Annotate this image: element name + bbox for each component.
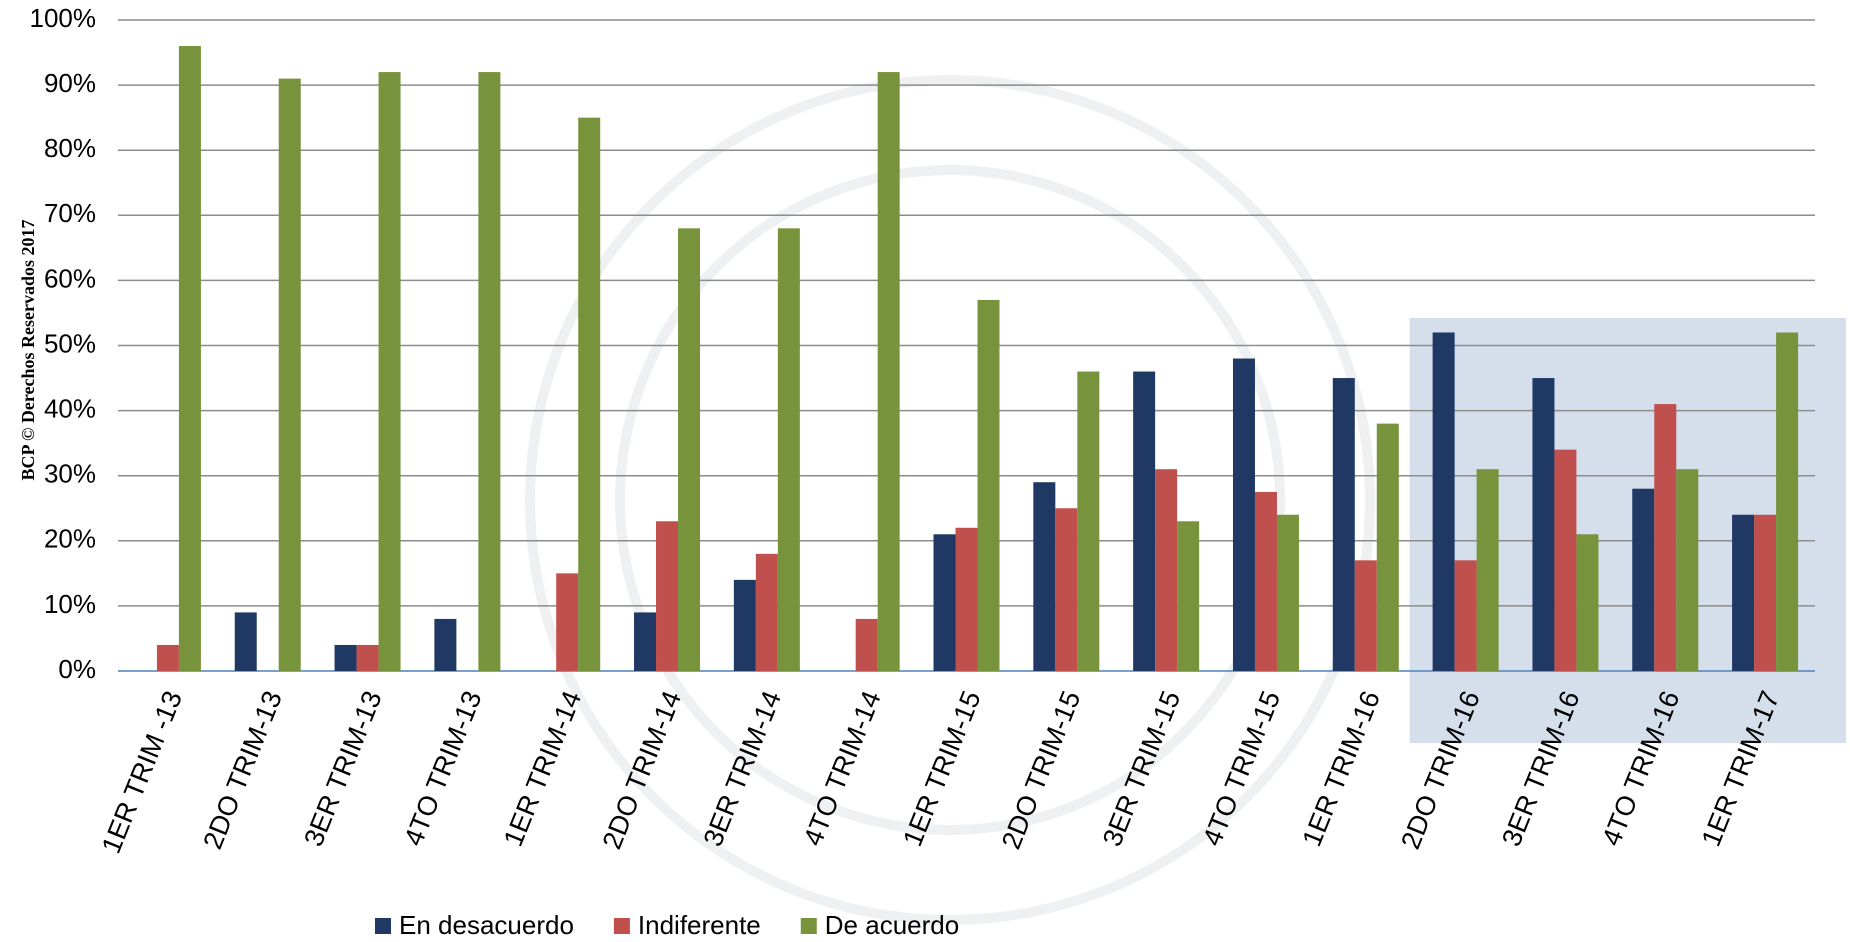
bar xyxy=(334,644,357,671)
x-tick-label: 1ER TRIM-14 xyxy=(498,687,587,851)
y-tick-label: 80% xyxy=(44,133,96,163)
bar xyxy=(478,72,501,671)
x-tick-label: 2DO TRIM-13 xyxy=(197,687,288,854)
x-tick-label: 2DO TRIM-14 xyxy=(597,687,688,854)
y-tick-label: 30% xyxy=(44,459,96,489)
bar xyxy=(634,612,657,671)
bar xyxy=(1177,521,1200,671)
bar xyxy=(1732,514,1755,671)
bar xyxy=(1554,449,1577,671)
bar xyxy=(1476,469,1499,671)
watermark xyxy=(525,75,1375,925)
bar xyxy=(156,644,179,671)
bar xyxy=(1776,332,1799,671)
x-tick-label: 3ER TRIM-13 xyxy=(298,687,387,851)
bar xyxy=(755,553,778,671)
legend-label: De acuerdo xyxy=(825,910,959,940)
bar xyxy=(1133,371,1156,671)
bar xyxy=(234,612,257,671)
bar xyxy=(955,527,978,671)
bar xyxy=(378,72,401,671)
bar xyxy=(1276,514,1299,671)
y-tick-label: 90% xyxy=(44,68,96,98)
x-tick-label: 2DO TRIM-15 xyxy=(996,687,1087,854)
bar xyxy=(877,72,900,671)
y-tick-label: 70% xyxy=(44,198,96,228)
y-tick-label: 20% xyxy=(44,524,96,554)
bar xyxy=(1232,358,1255,671)
bar xyxy=(977,299,1000,671)
bar xyxy=(933,534,956,671)
bar xyxy=(1532,378,1555,671)
y-tick-label: 50% xyxy=(44,328,96,358)
bar xyxy=(855,618,878,671)
y-tick-label: 100% xyxy=(30,3,97,33)
bar xyxy=(1632,488,1655,671)
bar xyxy=(733,579,756,671)
y-tick-label: 40% xyxy=(44,393,96,423)
legend-swatch xyxy=(800,918,817,934)
bar xyxy=(178,46,201,672)
bar xyxy=(1155,469,1178,671)
bar xyxy=(678,228,701,671)
legend-label: Indiferente xyxy=(638,910,761,940)
y-tick-label: 0% xyxy=(58,654,96,684)
legend-swatch xyxy=(613,918,630,934)
bar xyxy=(1055,508,1078,671)
legend-label: En desacuerdo xyxy=(399,910,574,940)
bar xyxy=(1254,491,1277,671)
bar xyxy=(1754,514,1777,671)
bar xyxy=(556,573,579,671)
x-tick-label: 3ER TRIM-14 xyxy=(698,687,787,851)
bar xyxy=(1676,469,1699,671)
legend-swatch xyxy=(375,918,391,934)
y-tick-label: 10% xyxy=(44,589,96,619)
bar xyxy=(1354,560,1377,671)
bar xyxy=(777,228,800,671)
bar xyxy=(278,78,301,672)
bar xyxy=(1576,534,1599,671)
y-tick-label: 60% xyxy=(44,263,96,293)
bar xyxy=(1432,332,1455,671)
bar xyxy=(1033,482,1056,671)
x-tick-label: 3ER TRIM-15 xyxy=(1097,687,1186,851)
side-note: BCP © Derechos Reservados 2017 xyxy=(18,219,38,480)
bar xyxy=(356,644,379,671)
x-tick-label: 4TO TRIM-13 xyxy=(398,687,487,850)
bar xyxy=(578,117,601,671)
bar xyxy=(1376,423,1399,671)
bar xyxy=(434,618,457,671)
bar xyxy=(1654,404,1677,671)
x-tick-label: 1ER TRIM -13 xyxy=(96,687,188,858)
bar xyxy=(1077,371,1100,671)
bar xyxy=(1332,378,1355,671)
bar xyxy=(656,521,679,671)
bar xyxy=(1454,560,1477,671)
